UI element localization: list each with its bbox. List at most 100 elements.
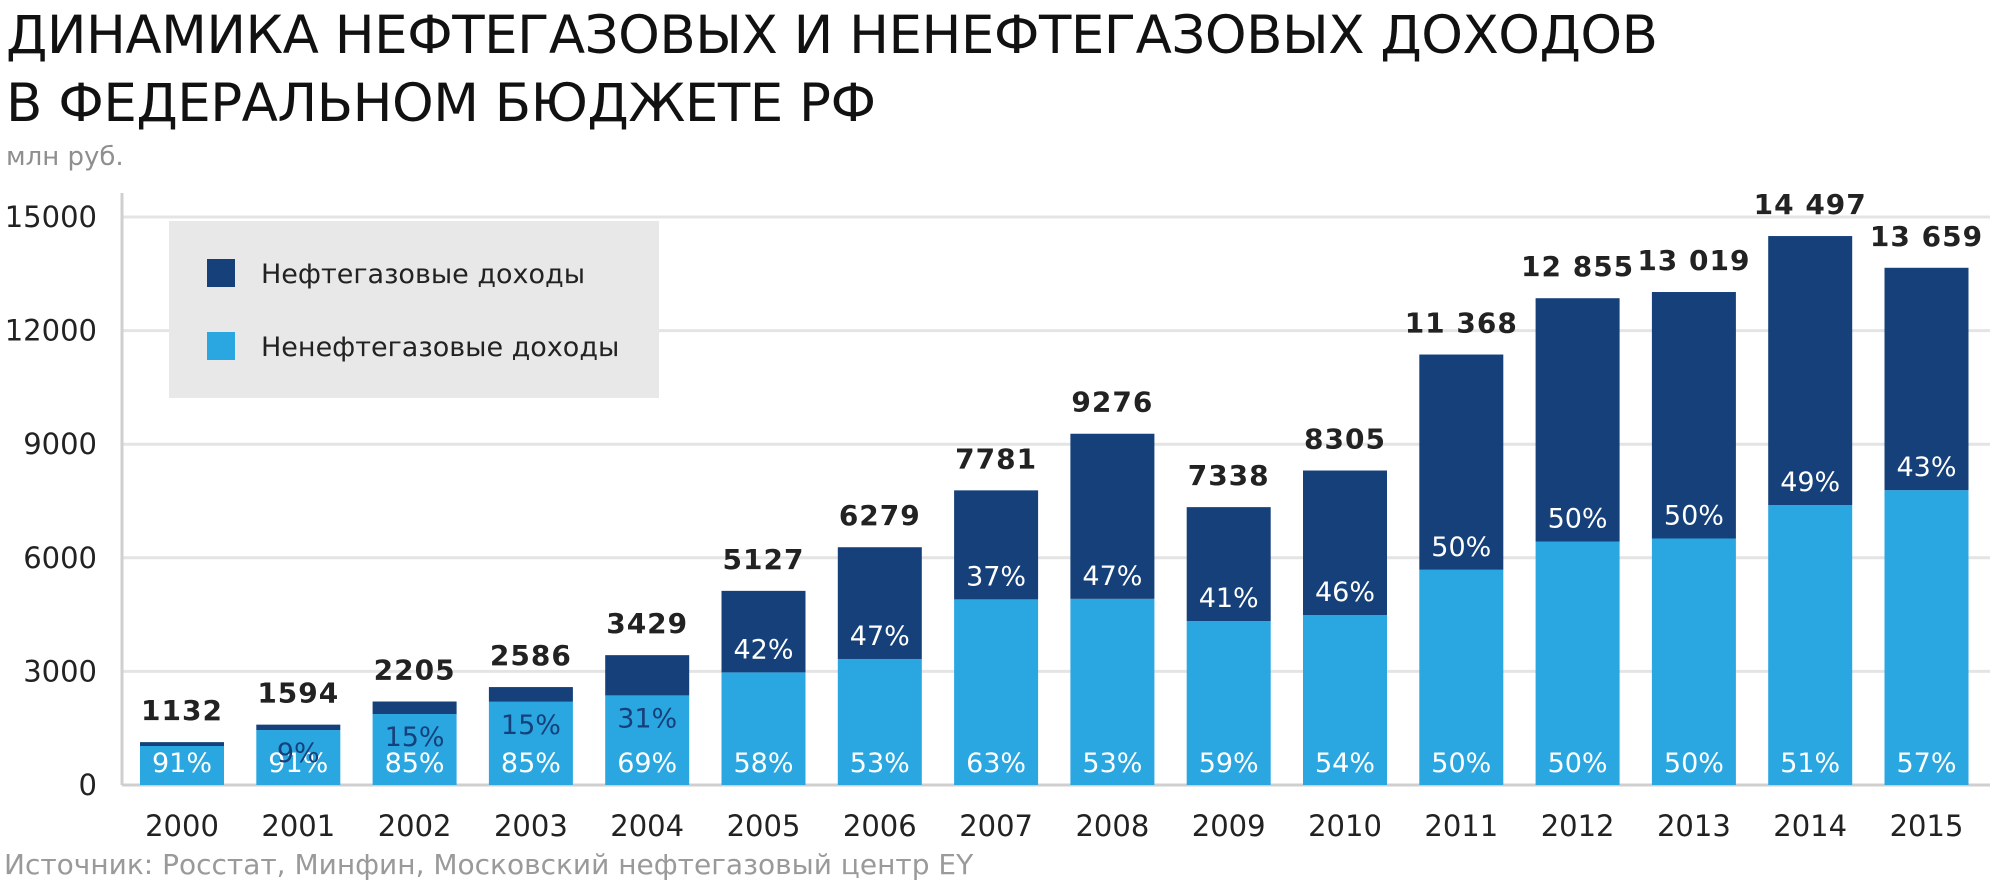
data-label-non-oil-gas: 59% — [1199, 748, 1259, 779]
x-tick-label: 2005 — [727, 809, 801, 843]
data-label-non-oil-gas: 57% — [1896, 748, 1956, 779]
legend-label-non-oil-gas: Ненефтегазовые доходы — [261, 332, 619, 363]
data-label-oil-gas: 41% — [1199, 583, 1259, 614]
data-label-non-oil-gas: 54% — [1315, 748, 1375, 779]
bar-non-oil-gas — [1419, 569, 1504, 785]
data-label-non-oil-gas: 50% — [1548, 748, 1608, 779]
bar-oil-gas — [837, 547, 922, 659]
x-tick-label: 2006 — [843, 809, 917, 843]
y-tick-label: 0 — [79, 768, 97, 802]
x-tick-label: 2008 — [1075, 809, 1149, 843]
data-label-oil-gas: 50% — [1664, 500, 1724, 531]
data-label-non-oil-gas: 50% — [1431, 748, 1491, 779]
bar-non-oil-gas — [1070, 598, 1155, 785]
bar-non-oil-gas — [954, 599, 1039, 785]
data-label-oil-gas: 37% — [966, 561, 1026, 592]
y-axis-unit-label: млн руб. — [6, 142, 124, 172]
bar-non-oil-gas — [488, 701, 573, 785]
data-label-non-oil-gas: 91% — [268, 748, 328, 779]
bar-oil-gas — [1768, 236, 1853, 506]
bar-non-oil-gas — [605, 695, 690, 785]
data-label-total: 2586 — [490, 639, 572, 672]
data-label-non-oil-gas: 58% — [733, 748, 793, 779]
data-label-total: 2205 — [374, 654, 456, 687]
chart-title-line-2: В ФЕДЕРАЛЬНОМ БЮДЖЕТЕ РФ — [6, 73, 876, 134]
data-label-total: 12 855 — [1521, 250, 1634, 283]
bar-oil-gas — [1535, 298, 1620, 542]
data-label-total: 14 497 — [1754, 188, 1867, 221]
bar-oil-gas — [1884, 267, 1969, 491]
bar-non-oil-gas — [1768, 505, 1853, 785]
data-label-non-oil-gas: 63% — [966, 748, 1026, 779]
x-tick-label: 2001 — [261, 809, 335, 843]
x-tick-label: 2014 — [1773, 809, 1847, 843]
bar-non-oil-gas — [1303, 615, 1387, 785]
x-tick-label: 2013 — [1657, 809, 1731, 843]
data-label-oil-gas: 42% — [733, 634, 793, 665]
bar-oil-gas — [1186, 507, 1271, 622]
data-label-non-oil-gas: 50% — [1664, 748, 1724, 779]
data-label-oil-gas: 50% — [1548, 504, 1608, 535]
bar-non-oil-gas — [721, 672, 806, 785]
data-label-total: 13 019 — [1637, 244, 1750, 277]
legend-box — [169, 221, 659, 398]
y-tick-label: 15000 — [5, 200, 97, 234]
bar-non-oil-gas — [837, 658, 922, 785]
x-tick-label: 2004 — [610, 809, 684, 843]
x-tick-label: 2012 — [1541, 809, 1615, 843]
data-label-non-oil-gas: 51% — [1780, 748, 1840, 779]
y-tick-label: 12000 — [5, 314, 97, 348]
data-label-oil-gas: 15% — [501, 710, 561, 741]
bar-non-oil-gas — [140, 745, 224, 785]
legend-label-oil-gas: Нефтегазовые доходы — [261, 259, 585, 290]
x-tick-label: 2002 — [378, 809, 452, 843]
legend-swatch-oil-gas — [207, 259, 235, 287]
bar-oil-gas — [256, 724, 341, 731]
chart-title-line-1: ДИНАМИКА НЕФТЕГАЗОВЫХ И НЕНЕФТЕГАЗОВЫХ Д… — [6, 5, 1658, 66]
bar-oil-gas — [372, 701, 457, 715]
bar-oil-gas — [605, 655, 690, 696]
source-note: Источник: Росстат, Минфин, Московский не… — [4, 848, 974, 881]
bar-oil-gas — [1070, 433, 1155, 599]
data-label-non-oil-gas: 53% — [1082, 748, 1142, 779]
bar-non-oil-gas — [1535, 541, 1620, 785]
data-label-non-oil-gas: 85% — [501, 748, 561, 779]
data-label-total: 7338 — [1188, 459, 1270, 492]
data-label-oil-gas: 43% — [1896, 452, 1956, 483]
x-tick-label: 2000 — [145, 809, 219, 843]
bar-non-oil-gas — [1651, 538, 1736, 785]
bar-oil-gas — [721, 590, 806, 673]
x-tick-label: 2007 — [959, 809, 1033, 843]
data-label-total: 7781 — [955, 442, 1037, 475]
chart-title: ДИНАМИКА НЕФТЕГАЗОВЫХ И НЕНЕФТЕГАЗОВЫХ Д… — [6, 2, 1658, 138]
data-label-non-oil-gas: 85% — [385, 748, 445, 779]
bar-oil-gas — [140, 742, 224, 746]
data-label-total: 1594 — [257, 677, 339, 710]
data-label-total: 9276 — [1071, 386, 1153, 419]
data-label-oil-gas: 15% — [385, 722, 445, 753]
data-label-oil-gas: 9% — [277, 738, 320, 769]
bar-oil-gas — [1303, 470, 1387, 616]
data-label-total: 8305 — [1304, 423, 1386, 456]
bar-non-oil-gas — [1884, 490, 1969, 785]
bar-oil-gas — [488, 687, 573, 702]
data-label-oil-gas: 31% — [617, 703, 677, 734]
bar-non-oil-gas — [372, 714, 457, 785]
data-label-oil-gas: 50% — [1431, 532, 1491, 563]
y-tick-label: 6000 — [23, 541, 97, 575]
data-label-total: 5127 — [723, 543, 805, 576]
data-label-oil-gas: 47% — [850, 621, 910, 652]
data-label-total: 3429 — [606, 607, 688, 640]
data-label-total: 13 659 — [1870, 220, 1983, 253]
x-tick-label: 2010 — [1308, 809, 1382, 843]
y-tick-label: 9000 — [23, 427, 97, 461]
bar-non-oil-gas — [256, 730, 341, 785]
data-label-oil-gas: 47% — [1082, 561, 1142, 592]
bar-oil-gas — [1651, 292, 1736, 539]
y-tick-label: 3000 — [23, 654, 97, 688]
bar-oil-gas — [1419, 354, 1504, 570]
x-tick-label: 2015 — [1890, 809, 1964, 843]
x-tick-label: 2009 — [1192, 809, 1266, 843]
legend-swatch-non-oil-gas — [207, 332, 235, 360]
